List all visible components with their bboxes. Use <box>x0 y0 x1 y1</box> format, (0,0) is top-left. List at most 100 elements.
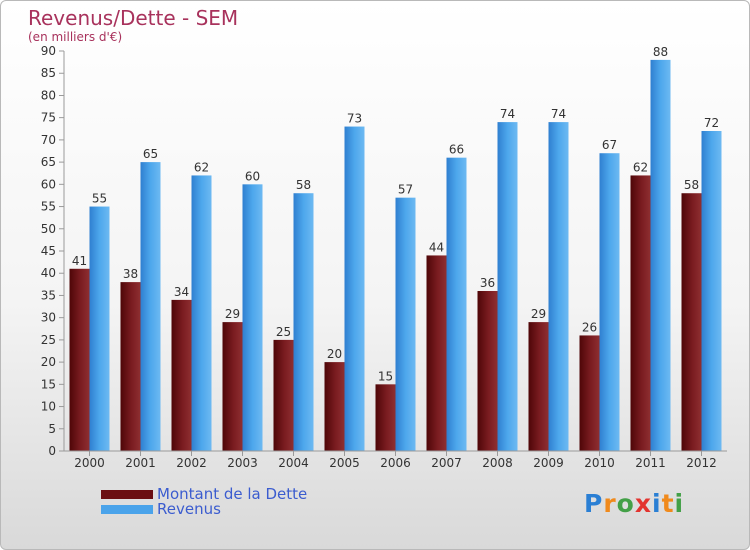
bar-revenus <box>293 193 314 451</box>
x-tick-label: 2006 <box>380 456 411 470</box>
data-label: 88 <box>653 45 668 59</box>
bar-dette <box>273 339 294 451</box>
data-label: 58 <box>684 178 699 192</box>
data-label: 26 <box>582 320 597 334</box>
data-label: 57 <box>398 183 413 197</box>
y-tick-label: 35 <box>41 288 56 302</box>
y-tick-label: 90 <box>41 44 56 58</box>
bar-revenus <box>242 184 263 452</box>
y-tick-label: 40 <box>41 266 56 280</box>
bar-dette <box>324 362 345 451</box>
bar-dette <box>222 322 243 451</box>
y-tick-label: 55 <box>41 200 56 214</box>
legend-item-revenus: Revenus <box>101 502 307 517</box>
bar-revenus <box>89 206 110 451</box>
bar-revenus <box>497 122 518 451</box>
bar-revenus <box>599 153 620 451</box>
bar-revenus <box>395 197 416 451</box>
logo-letter: t <box>661 489 675 518</box>
bar-dette <box>477 291 498 451</box>
logo-letter: o <box>616 489 635 518</box>
bar-revenus <box>191 175 212 451</box>
bar-dette <box>630 175 651 451</box>
data-label: 62 <box>633 160 648 174</box>
data-label: 67 <box>602 138 617 152</box>
y-tick-label: 70 <box>41 133 56 147</box>
data-label: 25 <box>276 325 291 339</box>
y-tick-label: 15 <box>41 377 56 391</box>
bar-dette <box>69 268 90 451</box>
legend-swatch-revenus <box>101 505 153 514</box>
logo-letter: x <box>634 489 652 518</box>
logo-letter: P <box>584 489 604 518</box>
bar-revenus <box>446 157 467 451</box>
logo-letter: r <box>603 489 617 518</box>
data-label: 15 <box>378 369 393 383</box>
x-tick-label: 2012 <box>686 456 717 470</box>
data-label: 58 <box>296 178 311 192</box>
data-label: 62 <box>194 160 209 174</box>
x-axis: 2000 2001 2002 2003 2004 2005 2006 2007 2008 2009… <box>64 450 727 470</box>
data-label: 65 <box>143 147 158 161</box>
x-tick-label: 2009 <box>533 456 564 470</box>
data-label: 74 <box>551 107 566 121</box>
data-label: 44 <box>429 240 444 254</box>
bar-revenus <box>701 131 722 451</box>
y-tick-label: 75 <box>41 111 56 125</box>
data-label: 29 <box>225 307 240 321</box>
x-tick-label: 2007 <box>431 456 462 470</box>
y-tick-label: 65 <box>41 155 56 169</box>
y-tick-label: 30 <box>41 311 56 325</box>
logo-letter: i <box>652 489 662 518</box>
legend: Montant de la Dette Revenus <box>101 487 307 517</box>
chart-subtitle: (en milliers d'€) <box>28 30 123 44</box>
bar-revenus <box>344 126 365 452</box>
legend-label-revenus: Revenus <box>157 500 221 518</box>
bar-revenus <box>548 122 569 451</box>
bar-dette <box>171 299 192 451</box>
y-tick-label: 85 <box>41 66 56 80</box>
y-axis: 0 5 10 15 20 25 30 35 40 45 50 55 60 65 70 75 80 85 90 <box>41 44 65 458</box>
data-label: 38 <box>123 267 138 281</box>
x-tick-label: 2002 <box>176 456 207 470</box>
bar-dette <box>681 193 702 451</box>
data-label: 29 <box>531 307 546 321</box>
data-label: 55 <box>92 192 107 206</box>
data-label: 66 <box>449 143 464 157</box>
y-tick-label: 0 <box>48 444 56 458</box>
x-tick-label: 2005 <box>329 456 360 470</box>
chart-title: Revenus/Dette - SEM <box>28 6 239 30</box>
y-tick-label: 20 <box>41 355 56 369</box>
legend-item-dette: Montant de la Dette <box>101 487 307 502</box>
data-label: 60 <box>245 169 260 183</box>
y-tick-label: 45 <box>41 244 56 258</box>
y-tick-label: 80 <box>41 88 56 102</box>
data-label: 72 <box>704 116 719 130</box>
bar-revenus <box>650 59 671 452</box>
y-tick-label: 60 <box>41 177 56 191</box>
y-tick-label: 50 <box>41 222 56 236</box>
y-tick-label: 5 <box>48 422 56 436</box>
legend-label-dette: Montant de la Dette <box>157 485 308 503</box>
bar-dette <box>375 384 396 451</box>
x-tick-label: 2001 <box>125 456 156 470</box>
data-label: 41 <box>72 254 87 268</box>
bars-group: 41 55 38 65 34 62 29 60 25 58 20 73 15 57 44 66 36 74 29 74… <box>69 45 722 452</box>
y-tick-label: 25 <box>41 333 56 347</box>
bar-dette <box>120 282 141 451</box>
y-tick-label: 10 <box>41 400 56 414</box>
x-tick-label: 2010 <box>584 456 615 470</box>
x-tick-label: 2011 <box>635 456 666 470</box>
bar-dette <box>579 335 600 451</box>
proxiti-logo: Proxiti <box>584 489 684 518</box>
data-label: 34 <box>174 285 189 299</box>
logo-letter: i <box>674 489 685 518</box>
data-label: 20 <box>327 347 342 361</box>
data-label: 74 <box>500 107 515 121</box>
x-tick-label: 2008 <box>482 456 513 470</box>
bar-dette <box>528 322 549 451</box>
x-tick-label: 2000 <box>74 456 105 470</box>
x-tick-label: 2003 <box>227 456 258 470</box>
